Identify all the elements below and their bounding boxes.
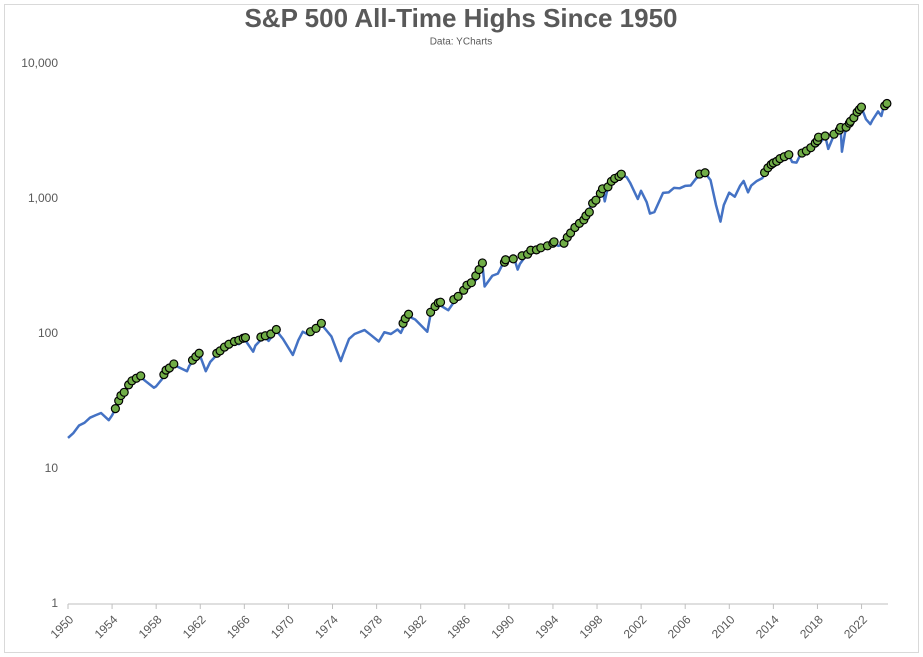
all-time-high-marker (477, 258, 488, 268)
all-time-high-marker (882, 98, 892, 109)
all-time-high-marker (403, 309, 414, 319)
y-tick-label: 10 (45, 461, 59, 475)
all-time-high-marker (240, 333, 251, 343)
all-time-high-marker (435, 297, 446, 307)
chart-subtitle: Data: YCharts (430, 37, 493, 48)
all-time-high-marker (271, 324, 281, 335)
all-time-high-marker (119, 387, 129, 397)
all-time-high-marker (136, 371, 146, 381)
all-time-high-marker (784, 150, 794, 160)
all-time-high-marker (820, 131, 830, 141)
all-time-high-marker (466, 278, 476, 288)
all-time-high-marker (500, 255, 511, 265)
all-time-high-marker (584, 207, 594, 217)
y-tick-label: 1,000 (28, 191, 58, 205)
all-time-high-marker (316, 318, 326, 328)
all-time-high-marker (311, 323, 321, 334)
all-time-high-marker (700, 168, 710, 178)
y-tick-label: 1 (51, 596, 58, 610)
y-tick-label: 100 (38, 326, 58, 340)
y-tick-label: 10,000 (21, 56, 58, 70)
all-time-high-marker (549, 237, 559, 247)
all-time-high-marker (194, 348, 204, 358)
all-time-high-marker (110, 404, 120, 414)
all-time-high-marker (616, 169, 626, 179)
all-time-high-marker (508, 254, 518, 264)
all-time-high-marker (453, 291, 463, 301)
all-time-high-marker (856, 102, 867, 112)
chart-title: S&P 500 All-Time Highs Since 1950 (244, 3, 677, 33)
all-time-high-marker (591, 195, 601, 205)
chart-frame (4, 4, 919, 653)
all-time-high-marker (169, 359, 179, 369)
